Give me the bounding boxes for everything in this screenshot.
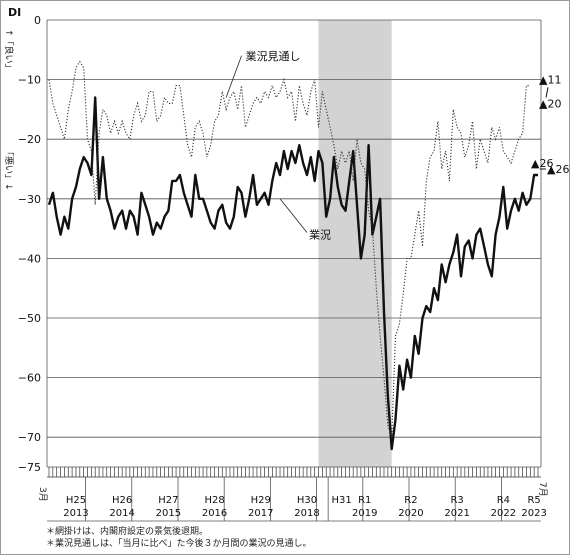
recession-shading [318, 20, 392, 467]
y-tick-label: −10 [18, 74, 41, 87]
x-year-label: 2019 [352, 508, 377, 519]
x-end-label: 7月 [537, 482, 548, 497]
x-era-label: H29 [251, 495, 271, 506]
y-tick-label: −20 [18, 133, 41, 146]
y-side-label-upper: ↑「良い」 [3, 29, 15, 73]
footnote: ＊業況見通しは、「当月に比べ」た今後３か月間の業況の見通し。 [46, 537, 312, 549]
y-tick-label: −60 [18, 372, 41, 385]
x-era-label: H26 [112, 495, 132, 506]
x-year-label: 2023 [521, 508, 546, 519]
business-leader-line [279, 198, 308, 233]
x-year-label: 2022 [491, 508, 516, 519]
y-tick-label: −40 [18, 252, 41, 265]
y-axis-label: DI [8, 6, 21, 19]
business-end-value-label: ▲26 [531, 157, 553, 170]
gridlines [46, 19, 542, 468]
y-tick-label: 0 [34, 14, 41, 27]
y-tick-labels: 0 −10 −20 −30 −40 −50 −60 −70 −75 [18, 14, 41, 474]
x-era-label: R1 [358, 495, 371, 506]
x-era-label: H25 [66, 495, 86, 506]
footnote: ＊網掛けは、内閣府設定の景気後退期。 [46, 525, 208, 537]
footnotes: ＊網掛けは、内閣府設定の景気後退期。＊業況見通しは、「当月に比べ」た今後３か月間… [46, 525, 312, 549]
x-era-label: H27 [158, 495, 178, 506]
x-year-label: 2013 [63, 508, 88, 519]
y-tick-label: −70 [18, 431, 41, 444]
series-group [47, 60, 538, 451]
x-start-label: 3月 [37, 487, 48, 502]
y-tick-label: −50 [18, 312, 41, 325]
x-era-label: H30 [297, 495, 317, 506]
outlook-change-arrow [545, 87, 549, 98]
business-prev-value-label: ▲26 [547, 163, 569, 176]
outlook-series-label: 業況見通し [246, 49, 301, 63]
outlook-end-value-label: ▲11 [539, 74, 561, 87]
business-series-label: 業況 [309, 228, 331, 242]
x-year-label: 2021 [444, 508, 469, 519]
x-era-label: R2 [404, 495, 417, 506]
y-tick-label: −30 [18, 193, 41, 206]
y-tick-label: −75 [18, 461, 41, 474]
x-era-label: H28 [204, 495, 224, 506]
x-year-label: 2018 [294, 508, 319, 519]
x-era-label: R5 [527, 495, 540, 506]
business-condition-series-line [47, 96, 538, 451]
outlook-prev-value-label: ▲20 [539, 97, 561, 110]
y-side-label-lower: 「悪い」↓ [3, 147, 14, 191]
x-year-label: 2016 [202, 508, 227, 519]
outlook-leader-line [225, 55, 242, 98]
x-era-label: R3 [450, 495, 463, 506]
x-year-label: 2020 [398, 508, 423, 519]
x-era-label: R4 [497, 495, 510, 506]
x-year-label: 2017 [248, 508, 273, 519]
x-axis: H25 2013 H26 2014 H27 2015 H28 2016 H29 2017 H30 20… [37, 467, 548, 522]
x-year-label: 2015 [156, 508, 181, 519]
x-era-label: H31 [332, 495, 352, 506]
x-year-label: 2014 [109, 508, 134, 519]
